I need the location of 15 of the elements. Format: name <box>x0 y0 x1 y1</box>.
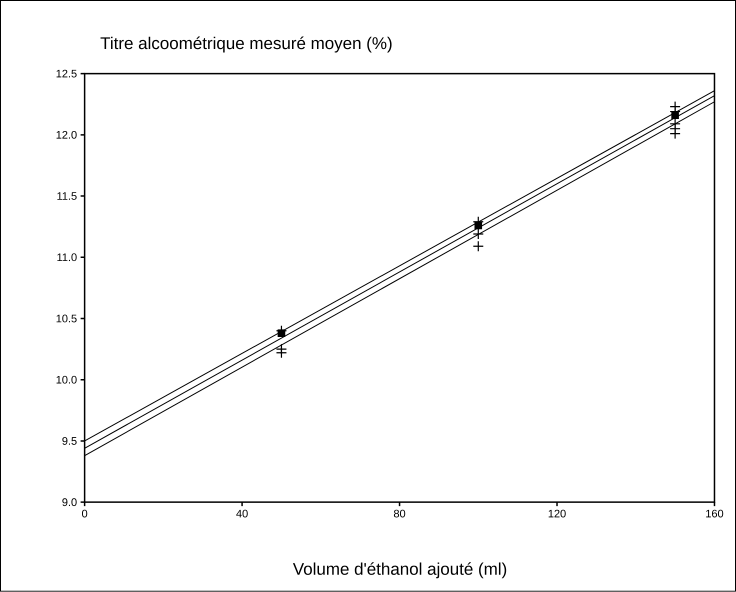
x-tick-label: 120 <box>548 510 566 518</box>
y-axis-title: Titre alcoométrique mesuré moyen (%) <box>100 36 392 53</box>
x-tick-label: 40 <box>236 510 248 518</box>
y-tick-label: 9.5 <box>62 437 77 445</box>
y-tick-label: 9.0 <box>62 498 77 506</box>
x-axis-title: Volume d'éthanol ajouté (ml) <box>292 562 506 578</box>
y-tick-label: 10.0 <box>56 376 77 384</box>
y-tick-label: 12.0 <box>56 131 77 139</box>
x-tick-label: 0 <box>82 510 88 518</box>
y-tick-label: 10.5 <box>56 314 77 322</box>
y-tick-label: 11.5 <box>57 192 77 200</box>
x-tick-label: 80 <box>394 510 406 518</box>
y-tick-label: 12.5 <box>56 70 77 78</box>
y-tick-label: 11.0 <box>57 253 77 262</box>
x-tick-label: 160 <box>706 510 724 518</box>
